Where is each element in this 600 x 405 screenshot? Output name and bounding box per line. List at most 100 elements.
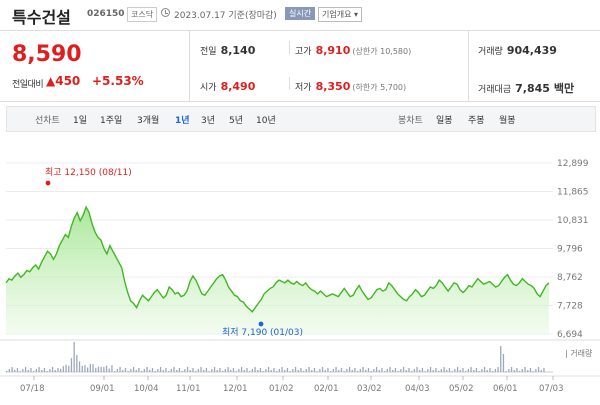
candle-weekly[interactable]: 주봉 <box>468 116 485 126</box>
day-high-value: 8,910 <box>315 44 351 57</box>
volume-bar <box>316 371 318 372</box>
volume-bar <box>392 370 394 372</box>
prev-close: 전일 8,140 <box>200 44 255 57</box>
volume-bar <box>176 370 178 372</box>
volume-bar <box>284 370 286 372</box>
volume-bar <box>114 371 116 372</box>
volume-bar <box>351 370 353 372</box>
volume-bar <box>532 371 534 372</box>
range-3m[interactable]: 3개월 <box>137 116 160 126</box>
volume-bar <box>219 368 221 372</box>
volume-bar <box>92 364 94 372</box>
range-3y[interactable]: 3년 <box>201 116 216 126</box>
x-tick-label: 04/03 <box>405 384 430 394</box>
volume-bar <box>119 367 121 372</box>
x-tick-label: 07/03 <box>539 384 564 394</box>
volume-bar <box>267 367 270 372</box>
volume-bar <box>429 367 432 372</box>
volume-bar <box>259 368 262 372</box>
volume-bar <box>78 361 81 372</box>
volume-bar <box>257 370 259 372</box>
volume-bar <box>508 369 510 372</box>
volume-bar <box>43 368 46 372</box>
volume-bar <box>208 371 210 372</box>
candle-monthly[interactable]: 월봉 <box>499 116 516 126</box>
range-10y[interactable]: 10년 <box>256 116 276 126</box>
basis-date: 2023.07.17 기준(장마감) <box>174 11 277 21</box>
volume-bar <box>14 370 16 372</box>
volume-bar <box>483 367 486 372</box>
volume-bar <box>213 367 216 372</box>
volume-bar <box>116 369 118 372</box>
y-tick-label: 8,762 <box>557 273 583 283</box>
range-1d[interactable]: 1일 <box>73 116 88 126</box>
change-percent: +5.53% <box>92 74 144 88</box>
volume-bar <box>416 367 418 372</box>
volume-bar <box>294 367 297 372</box>
volume-bar <box>89 364 91 372</box>
volume-bar <box>303 371 305 372</box>
volume-bar <box>200 367 202 372</box>
divider <box>289 41 290 54</box>
volume-bar <box>205 368 208 372</box>
volume-bar <box>465 371 467 372</box>
volume-bar <box>462 368 464 372</box>
range-selector: 선차트 1일 1주일 3개월 1년 3년 5년 10년 봉차트 일봉 주봉 월봉 <box>6 106 596 132</box>
volume-bar <box>321 367 324 372</box>
low-marker <box>258 321 264 327</box>
volume-bar <box>424 371 426 372</box>
price-chart[interactable]: 12,899 11,865 10,831 9,796 8,762 7,728 6,694 최고… <box>0 148 600 405</box>
volume-bar <box>343 371 345 372</box>
volume-bar <box>543 368 545 372</box>
volume-bar <box>149 370 151 372</box>
amount-label: 거래대금 <box>478 85 512 95</box>
volume-bar <box>332 369 334 372</box>
range-1w[interactable]: 1주일 <box>100 116 123 126</box>
volume-bar <box>505 371 507 372</box>
y-tick-label: 7,728 <box>557 302 583 312</box>
volume-bar <box>170 369 172 372</box>
volume-bar <box>527 370 529 372</box>
volume-bar <box>105 365 108 372</box>
volume-bar <box>400 369 402 372</box>
realtime-button[interactable]: 실시간 <box>285 7 316 20</box>
change-value: ▲450 <box>46 74 81 88</box>
volume-bar <box>232 368 235 372</box>
company-overview-dropdown[interactable]: 기업개요 ▾ <box>318 7 362 22</box>
volume-bar <box>354 368 356 372</box>
volume-bar <box>286 368 289 372</box>
volume-bar <box>478 371 480 372</box>
volume-bar <box>427 369 429 372</box>
volume-bar <box>435 368 437 372</box>
volume-bar <box>192 368 194 372</box>
volume-bar <box>111 365 113 372</box>
volume-bar <box>132 367 135 372</box>
volume-bar <box>216 370 218 372</box>
volume-bar <box>535 369 537 372</box>
range-1y[interactable]: 1년 <box>175 116 190 126</box>
volume-bar <box>184 369 186 372</box>
volume-bar <box>324 370 326 372</box>
volume-bar <box>402 367 405 372</box>
divider <box>468 31 469 102</box>
volume-bar <box>330 371 332 372</box>
volume-bar <box>138 368 140 372</box>
volume-bar <box>373 369 375 372</box>
day-low-value: 8,350 <box>315 80 351 93</box>
volume-bar <box>246 368 248 372</box>
candle-daily[interactable]: 일봉 <box>436 116 453 126</box>
price-area <box>6 207 549 334</box>
volume-bar <box>521 369 523 372</box>
volume-bar <box>24 367 27 372</box>
low-annotation: 최저 7,190 (01/03) <box>222 327 303 338</box>
volume-bar <box>203 370 205 372</box>
volume-bar <box>22 369 24 372</box>
volume-bar <box>238 369 240 372</box>
volume-bar <box>173 367 175 372</box>
volume-bar <box>311 370 313 372</box>
volume-bar <box>386 369 388 372</box>
volume-bar <box>100 366 102 372</box>
volume-bar <box>524 367 526 372</box>
clock-icon <box>161 8 170 17</box>
range-5y[interactable]: 5년 <box>229 116 244 126</box>
